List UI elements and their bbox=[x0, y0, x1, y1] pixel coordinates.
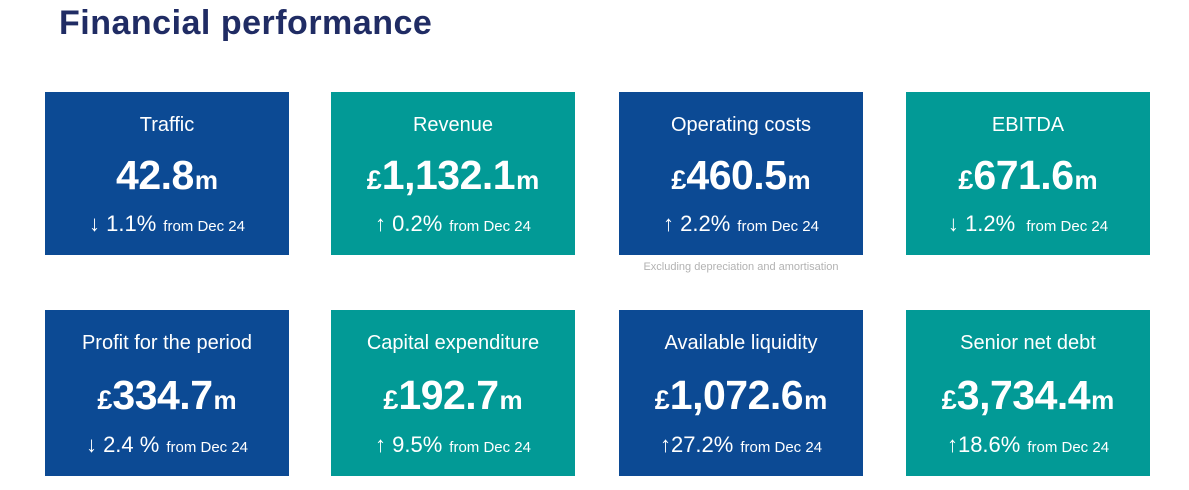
kpi-currency: £ bbox=[958, 165, 974, 195]
kpi-unit: m bbox=[213, 384, 237, 415]
kpi-label: Profit for the period bbox=[81, 332, 253, 354]
kpi-card-available-liquidity: Available liquidity £1,072.6 m ↑27.2% from… bbox=[619, 310, 863, 476]
kpi-value: £192.7 m bbox=[383, 371, 523, 418]
kpi-value: 42.8 m bbox=[116, 155, 218, 196]
kpi-change-period: from Dec 24 bbox=[163, 218, 245, 235]
kpi-change-period: from Dec 24 bbox=[449, 218, 531, 235]
kpi-change: ↑27.2% from Dec 24 bbox=[660, 434, 822, 456]
kpi-change-arrow-pct: ↑ 9.5% bbox=[375, 432, 443, 457]
kpi-change-arrow-pct: ↑18.6% bbox=[946, 432, 1021, 457]
kpi-unit: m bbox=[516, 165, 540, 195]
kpi-value: £1,132.1 m bbox=[367, 155, 539, 196]
kpi-change-arrow-pct: ↑27.2% bbox=[659, 432, 734, 457]
kpi-change-arrow-pct: ↓ 1.1% bbox=[89, 211, 157, 236]
kpi-number: 671.6 bbox=[973, 152, 1074, 198]
kpi-change-period: from Dec 24 bbox=[737, 218, 819, 235]
kpi-change: ↑ 2.2% from Dec 24 bbox=[663, 213, 819, 235]
kpi-currency: £ bbox=[654, 384, 670, 415]
kpi-unit: m bbox=[787, 165, 811, 195]
kpi-change: ↑ 9.5% from Dec 24 bbox=[375, 434, 531, 456]
kpi-unit: m bbox=[1091, 384, 1115, 415]
kpi-change-period: from Dec 24 bbox=[449, 439, 531, 456]
kpi-change: ↓ 1.2% from Dec 24 bbox=[948, 213, 1108, 235]
kpi-label: EBITDA bbox=[991, 114, 1065, 136]
kpi-value: £460.5 m bbox=[671, 155, 810, 196]
kpi-number: 334.7 bbox=[112, 371, 213, 418]
kpi-unit: m bbox=[804, 384, 828, 415]
kpi-change-arrow-pct: ↓ 1.2% bbox=[947, 211, 1016, 236]
kpi-label: Capital expenditure bbox=[366, 332, 540, 354]
kpi-number: 192.7 bbox=[398, 371, 499, 418]
kpi-change-arrow-pct: ↑ 2.2% bbox=[663, 211, 731, 236]
kpi-currency: £ bbox=[97, 384, 113, 415]
kpi-currency: £ bbox=[671, 165, 687, 195]
kpi-card-capital-expenditure: Capital expenditure £192.7 m ↑ 9.5% from D… bbox=[331, 310, 575, 476]
kpi-value: £3,734.4 m bbox=[941, 371, 1115, 418]
kpi-unit: m bbox=[1074, 165, 1098, 195]
page-title: Financial performance bbox=[59, 4, 433, 42]
kpi-change-period: from Dec 24 bbox=[166, 439, 249, 456]
operating-costs-footnote: Excluding depreciation and amortisation bbox=[643, 261, 839, 273]
kpi-card-senior-net-debt: Senior net debt £3,734.4 m ↑18.6% from Dec… bbox=[906, 310, 1150, 476]
kpi-label: Traffic bbox=[139, 114, 195, 136]
kpi-label: Available liquidity bbox=[664, 332, 818, 354]
kpi-card-traffic: Traffic 42.8 m ↓ 1.1% from Dec 24 bbox=[45, 92, 289, 255]
kpi-number: 1,132.1 bbox=[381, 152, 516, 198]
kpi-change-period: from Dec 24 bbox=[740, 439, 823, 456]
kpi-currency: £ bbox=[383, 384, 399, 415]
kpi-unit: m bbox=[194, 165, 218, 195]
kpi-change-arrow-pct: ↑ 0.2% bbox=[375, 211, 443, 236]
kpi-card-ebitda: EBITDA £671.6 m ↓ 1.2% from Dec 24 bbox=[906, 92, 1150, 255]
kpi-value: £671.6 m bbox=[958, 155, 1097, 196]
kpi-unit: m bbox=[499, 384, 523, 415]
kpi-number: 42.8 bbox=[116, 152, 194, 198]
kpi-card-revenue: Revenue £1,132.1 m ↑ 0.2% from Dec 24 bbox=[331, 92, 575, 255]
kpi-number: 1,072.6 bbox=[669, 371, 804, 418]
kpi-change: ↑ 0.2% from Dec 24 bbox=[375, 213, 531, 235]
kpi-change-period: from Dec 24 bbox=[1027, 439, 1110, 456]
kpi-label: Revenue bbox=[412, 114, 494, 136]
kpi-change-period: from Dec 24 bbox=[1022, 218, 1109, 235]
kpi-label: Senior net debt bbox=[960, 332, 1096, 354]
kpi-change: ↓ 1.1% from Dec 24 bbox=[89, 213, 245, 235]
kpi-card-profit-for-the-period: Profit for the period £334.7 m ↓ 2.4 % fro… bbox=[45, 310, 289, 476]
kpi-number: 460.5 bbox=[686, 152, 787, 198]
kpi-change: ↓ 2.4 % from Dec 24 bbox=[86, 434, 248, 456]
kpi-value: £334.7 m bbox=[97, 371, 237, 418]
kpi-value: £1,072.6 m bbox=[654, 371, 828, 418]
kpi-currency: £ bbox=[366, 165, 382, 195]
kpi-card-operating-costs: Operating costs £460.5 m ↑ 2.2% from Dec 2… bbox=[619, 92, 863, 255]
kpi-change: ↑18.6% from Dec 24 bbox=[947, 434, 1109, 456]
kpi-label: Operating costs bbox=[670, 114, 812, 136]
kpi-number: 3,734.4 bbox=[956, 371, 1091, 418]
kpi-change-arrow-pct: ↓ 2.4 % bbox=[85, 432, 160, 457]
kpi-currency: £ bbox=[941, 384, 957, 415]
